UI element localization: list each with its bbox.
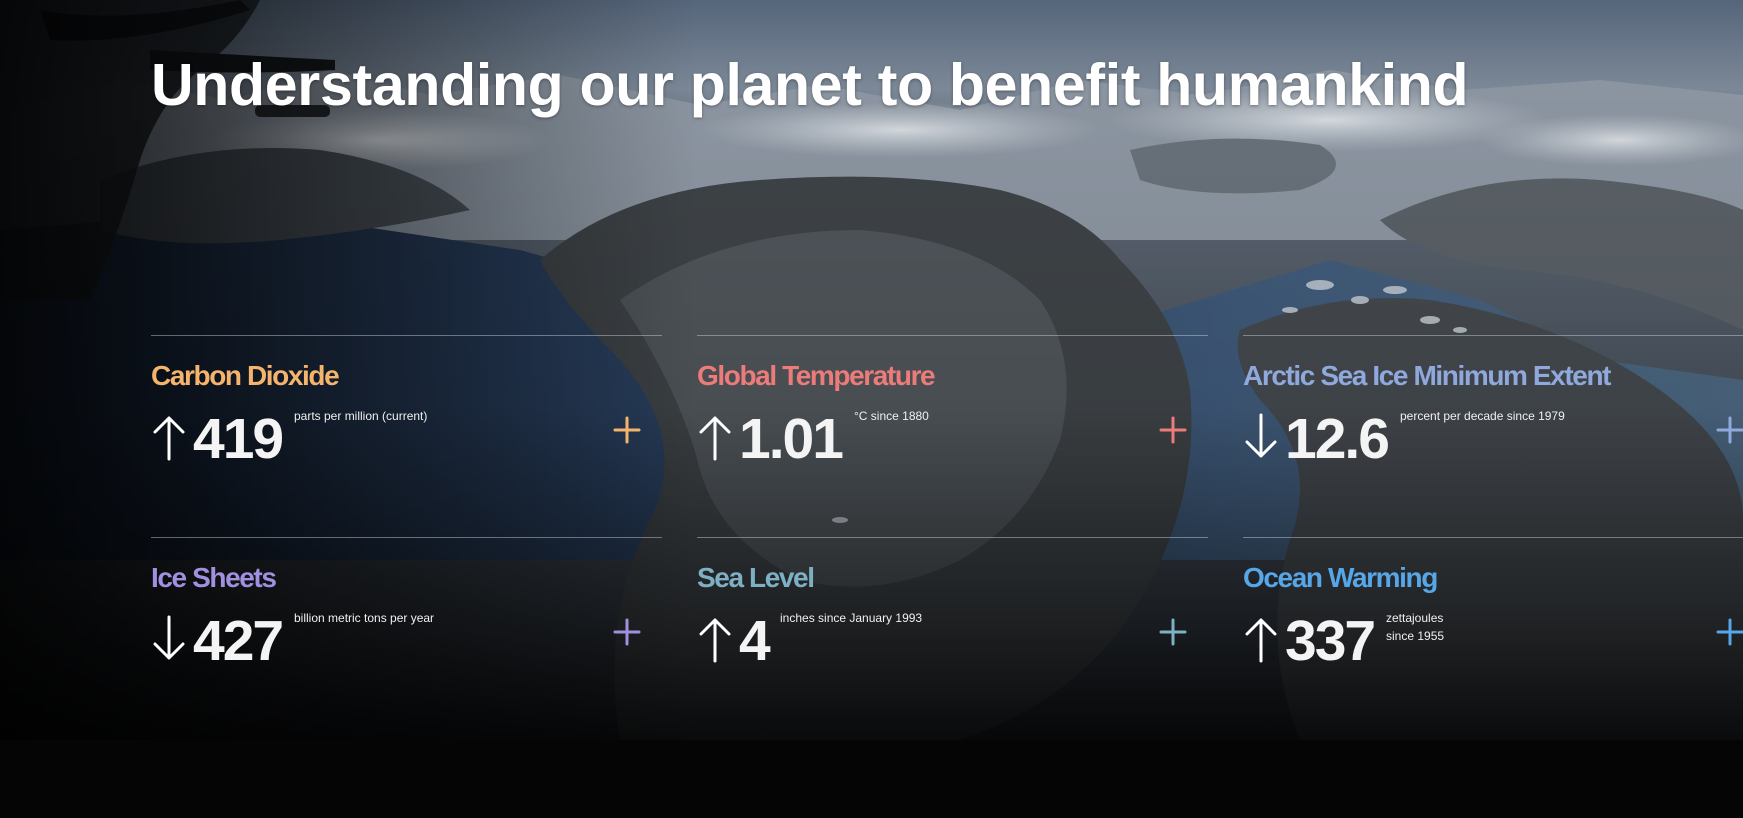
stat-value-row: 1.01 °C since 1880: [697, 407, 1208, 473]
stat-card-ocean-warming[interactable]: Ocean Warming 337 zettajoules since 1955: [1243, 537, 1743, 688]
stat-title[interactable]: Ocean Warming: [1243, 562, 1438, 593]
stat-title[interactable]: Arctic Sea Ice Minimum Extent: [1243, 360, 1611, 391]
stat-value: 419: [193, 407, 284, 471]
stat-unit-line: parts per million (current): [294, 409, 428, 423]
stat-title[interactable]: Ice Sheets: [151, 562, 277, 593]
stat-value-row: 427 billion metric tons per year: [151, 609, 662, 675]
stat-value: 4: [739, 609, 771, 673]
stat-unit: inches since January 1993: [780, 609, 922, 627]
expand-plus-icon[interactable]: [1715, 415, 1743, 445]
expand-plus-icon[interactable]: [612, 617, 642, 647]
hero-section: Understanding our planet to benefit huma…: [0, 0, 1743, 740]
arrow-up-icon: [1245, 618, 1277, 663]
expand-plus-icon[interactable]: [1158, 617, 1188, 647]
arrow-down-icon: [153, 615, 185, 660]
stat-unit-line: °C since 1880: [854, 409, 929, 423]
stat-value-row: 4 inches since January 1993: [697, 609, 1208, 675]
page-below-hero: [0, 740, 1743, 818]
expand-plus-icon[interactable]: [1715, 617, 1743, 647]
stat-unit: °C since 1880: [854, 407, 929, 425]
stat-unit-line: inches since January 1993: [780, 611, 923, 625]
stat-unit-line: since 1955: [1386, 629, 1445, 643]
stat-card-ice-sheets[interactable]: Ice Sheets 427 billion metric tons per y…: [151, 537, 662, 688]
stat-unit-line: percent per decade since 1979: [1400, 409, 1565, 423]
stat-card-carbon-dioxide[interactable]: Carbon Dioxide 419 parts per million (cu…: [151, 335, 662, 486]
stat-unit-line: zettajoules: [1386, 611, 1444, 625]
stat-value-row: 419 parts per million (current): [151, 407, 662, 473]
arrow-up-icon: [699, 416, 731, 461]
page-headline: Understanding our planet to benefit huma…: [151, 52, 1469, 118]
stat-card-global-temperature[interactable]: Global Temperature 1.01 °C since 1880: [697, 335, 1208, 486]
stat-card-arctic-sea-ice[interactable]: Arctic Sea Ice Minimum Extent 12.6 perce…: [1243, 335, 1743, 486]
stat-unit-line: billion metric tons per year: [294, 611, 435, 625]
stat-value: 1.01: [739, 407, 844, 471]
stat-value-row: 337 zettajoules since 1955: [1243, 609, 1743, 675]
expand-plus-icon[interactable]: [1158, 415, 1188, 445]
stat-title[interactable]: Global Temperature: [697, 360, 936, 391]
stat-unit: billion metric tons per year: [294, 609, 434, 627]
arrow-down-icon: [1245, 413, 1277, 458]
expand-plus-icon[interactable]: [612, 415, 642, 445]
stat-value: 12.6: [1285, 407, 1390, 471]
stat-title[interactable]: Carbon Dioxide: [151, 360, 340, 391]
stat-value: 337: [1285, 609, 1376, 673]
stat-value: 427: [193, 609, 284, 673]
stat-unit: parts per million (current): [294, 407, 427, 425]
stat-card-sea-level[interactable]: Sea Level 4 inches since January 1993: [697, 537, 1208, 688]
hero-background-image: [0, 0, 1743, 740]
arrow-up-icon: [153, 416, 185, 461]
stat-value-row: 12.6 percent per decade since 1979: [1243, 407, 1743, 473]
stat-title[interactable]: Sea Level: [697, 562, 815, 593]
arrow-up-icon: [699, 618, 731, 663]
stat-unit: percent per decade since 1979: [1400, 407, 1565, 425]
stat-unit: zettajoules since 1955: [1386, 609, 1444, 645]
